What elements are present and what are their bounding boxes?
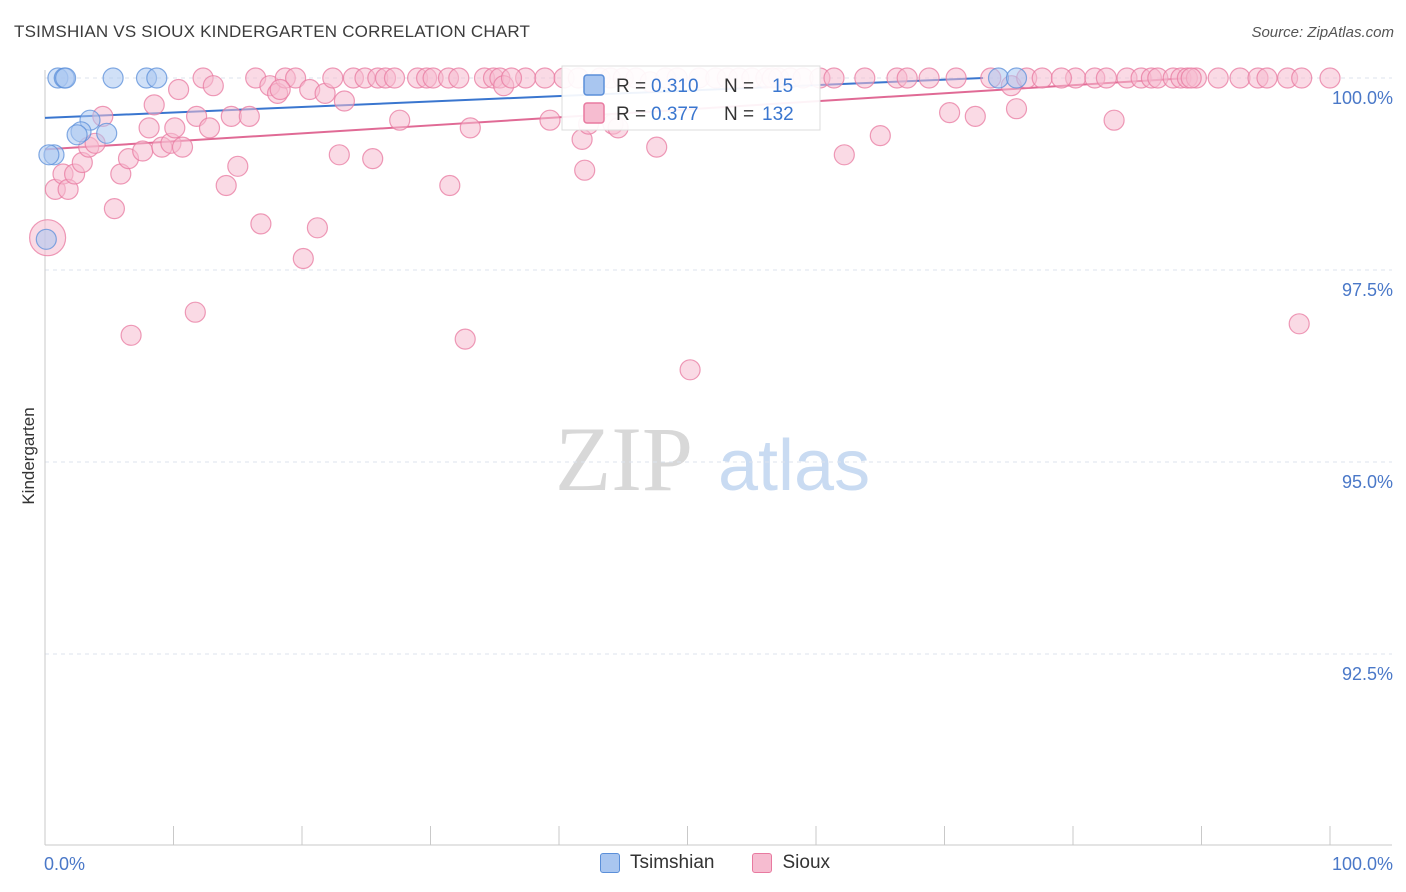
x-tick-label: 100.0% <box>1332 854 1393 874</box>
y-tick-label: 95.0% <box>1342 472 1393 492</box>
point-sioux <box>143 94 165 116</box>
point-sioux <box>1050 67 1073 89</box>
point-sioux <box>1180 67 1202 89</box>
point-sioux <box>227 155 249 177</box>
point-tsimshian <box>54 67 77 89</box>
point-sioux <box>938 101 961 124</box>
point-sioux <box>328 144 350 166</box>
point-tsimshian <box>146 67 168 89</box>
stats-swatch-tsimshian <box>583 74 605 96</box>
point-sioux <box>1256 67 1278 89</box>
point-sioux <box>285 67 307 89</box>
stats-r-label-tsimshian: R = <box>616 76 646 97</box>
point-sioux <box>389 109 411 131</box>
point-sioux <box>945 67 967 89</box>
point-sioux <box>439 174 461 197</box>
point-sioux <box>1005 98 1028 120</box>
stats-n-value-sioux: 132 <box>762 104 794 125</box>
point-tsimshian <box>102 67 124 89</box>
point-sioux <box>1207 67 1229 89</box>
point-sioux <box>500 67 523 89</box>
point-sioux <box>646 136 668 158</box>
point-tsimshian <box>96 122 118 144</box>
y-tick-label: 100.0% <box>1332 88 1393 108</box>
legend-label-tsimshian: Tsimshian <box>630 852 715 873</box>
chart-title: TSIMSHIAN VS SIOUX KINDERGARTEN CORRELAT… <box>14 22 531 41</box>
point-sioux <box>383 67 406 89</box>
stats-n-value-tsimshian: 15 <box>772 76 793 97</box>
legend: Tsimshian Sioux <box>600 852 868 874</box>
point-sioux <box>896 67 918 89</box>
point-sioux <box>1319 67 1341 89</box>
point-sioux <box>1229 67 1251 89</box>
point-sioux <box>918 67 940 89</box>
point-tsimshian <box>987 67 1010 89</box>
point-sioux <box>1103 109 1125 131</box>
y-tick-label: 97.5% <box>1342 280 1393 300</box>
point-tsimshian <box>66 124 88 146</box>
point-sioux <box>198 117 221 139</box>
legend-swatch-sioux <box>752 853 773 873</box>
point-sioux <box>539 109 561 131</box>
point-sioux <box>215 174 237 197</box>
point-sioux <box>250 213 272 235</box>
y-tick-label: 92.5% <box>1342 664 1393 684</box>
point-tsimshian <box>1005 67 1028 89</box>
x-tick-label: 0.0% <box>44 854 85 874</box>
point-sioux <box>679 359 701 381</box>
point-sioux <box>132 140 154 162</box>
stats-r-label-sioux: R = <box>616 104 646 125</box>
watermark-zip: ZIP <box>555 408 693 510</box>
point-sioux <box>459 117 481 139</box>
point-sioux <box>168 78 190 101</box>
point-sioux <box>1095 67 1118 89</box>
legend-label-sioux: Sioux <box>782 852 831 873</box>
point-sioux <box>220 105 242 128</box>
stats-r-value-tsimshian: 0.310 <box>651 76 699 97</box>
y-axis-label: Kindergarten <box>19 407 38 504</box>
point-sioux <box>964 105 986 128</box>
point-sioux <box>454 328 476 350</box>
stats-n-label-tsimshian: N = <box>724 76 754 97</box>
point-sioux <box>333 90 355 112</box>
stats-r-value-sioux: 0.377 <box>651 104 699 125</box>
point-tsimshian <box>35 228 57 250</box>
point-sioux <box>269 78 291 101</box>
point-sioux <box>292 247 314 270</box>
point-sioux <box>103 198 126 220</box>
point-sioux <box>138 117 160 139</box>
stats-box: R = 0.310 N = 15 R = 0.377 N = 132 <box>561 65 821 131</box>
stats-swatch-sioux <box>583 102 605 124</box>
point-sioux <box>238 105 260 128</box>
point-sioux <box>164 117 186 139</box>
point-sioux <box>869 125 891 147</box>
point-sioux <box>823 67 845 89</box>
legend-swatch-tsimshian <box>600 853 620 873</box>
point-sioux <box>1288 313 1310 335</box>
point-sioux <box>534 67 556 89</box>
point-sioux <box>854 67 876 89</box>
legend-item-tsimshian[interactable]: Tsimshian <box>600 852 714 874</box>
point-sioux <box>306 217 328 239</box>
point-sioux <box>1291 67 1313 89</box>
point-sioux <box>574 159 596 181</box>
point-sioux <box>322 67 344 89</box>
point-sioux <box>448 67 470 89</box>
point-sioux <box>362 148 384 170</box>
stats-n-label-sioux: N = <box>724 104 754 125</box>
point-sioux <box>833 144 855 166</box>
point-sioux <box>120 324 142 346</box>
legend-item-sioux[interactable]: Sioux <box>752 852 830 874</box>
point-tsimshian <box>38 144 60 166</box>
source-label: Source: ZipAtlas.com <box>1251 24 1394 41</box>
axes: 100.0% 97.5% 95.0% 92.5% 0.0% 100.0% <box>44 70 1393 874</box>
watermark-atlas: atlas <box>718 426 870 506</box>
point-sioux <box>184 301 206 323</box>
point-sioux <box>1031 67 1053 89</box>
point-sioux <box>202 75 224 97</box>
point-sioux <box>171 136 194 158</box>
